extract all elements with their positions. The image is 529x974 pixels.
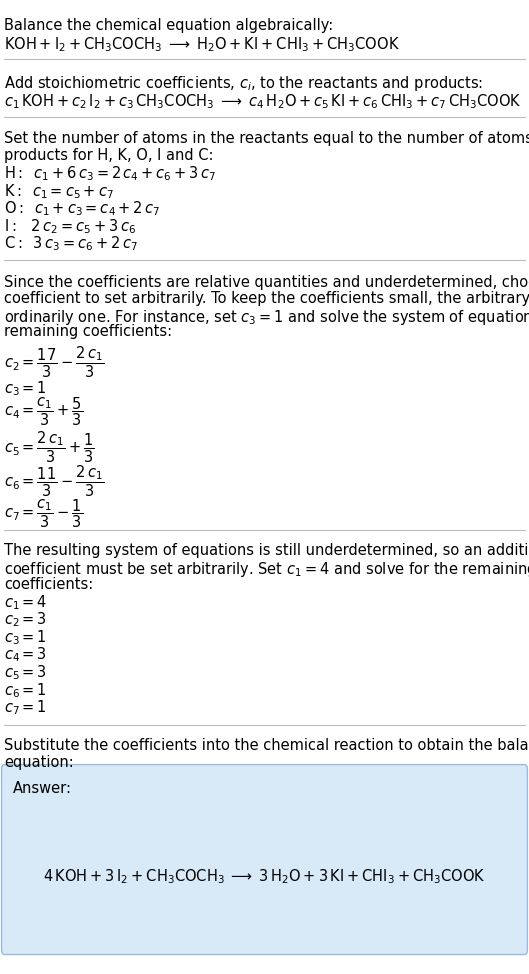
FancyBboxPatch shape [2,765,527,955]
Text: Substitute the coefficients into the chemical reaction to obtain the balanced: Substitute the coefficients into the che… [4,738,529,753]
Text: ordinarily one. For instance, set $c_3 = 1$ and solve the system of equations fo: ordinarily one. For instance, set $c_3 =… [4,308,529,327]
Text: Set the number of atoms in the reactants equal to the number of atoms in the: Set the number of atoms in the reactants… [4,131,529,146]
Text: $c_2 = 3$: $c_2 = 3$ [4,611,47,629]
Text: Since the coefficients are relative quantities and underdetermined, choose a: Since the coefficients are relative quan… [4,275,529,289]
Text: $c_7 = \dfrac{c_1}{3} - \dfrac{1}{3}$: $c_7 = \dfrac{c_1}{3} - \dfrac{1}{3}$ [4,498,83,530]
Text: $\mathrm{C:\;\;} 3\,c_3 = c_6 + 2\,c_7$: $\mathrm{C:\;\;} 3\,c_3 = c_6 + 2\,c_7$ [4,235,138,253]
Text: $c_1\,\mathrm{KOH} + c_2\,\mathrm{I_2} + c_3\,\mathrm{CH_3COCH_3} \;\longrightar: $c_1\,\mathrm{KOH} + c_2\,\mathrm{I_2} +… [4,93,522,111]
Text: Add stoichiometric coefficients, $c_i$, to the reactants and products:: Add stoichiometric coefficients, $c_i$, … [4,74,484,94]
Text: $c_7 = 1$: $c_7 = 1$ [4,698,47,717]
Text: coefficient to set arbitrarily. To keep the coefficients small, the arbitrary va: coefficient to set arbitrarily. To keep … [4,291,529,306]
Text: $\mathrm{H:\;\;} c_1 + 6\,c_3 = 2\,c_4 + c_6 + 3\,c_7$: $\mathrm{H:\;\;} c_1 + 6\,c_3 = 2\,c_4 +… [4,165,216,183]
Text: $c_6 = 1$: $c_6 = 1$ [4,681,47,699]
Text: $c_6 = \dfrac{11}{3} - \dfrac{2\,c_1}{3}$: $c_6 = \dfrac{11}{3} - \dfrac{2\,c_1}{3}… [4,464,104,499]
Text: $c_3 = 1$: $c_3 = 1$ [4,628,47,647]
Text: coefficients:: coefficients: [4,577,94,591]
Text: $c_4 = \dfrac{c_1}{3} + \dfrac{5}{3}$: $c_4 = \dfrac{c_1}{3} + \dfrac{5}{3}$ [4,395,83,428]
Text: $\mathrm{K:\;\;} c_1 = c_5 + c_7$: $\mathrm{K:\;\;} c_1 = c_5 + c_7$ [4,182,114,201]
Text: $c_4 = 3$: $c_4 = 3$ [4,646,47,664]
Text: $c_5 = 3$: $c_5 = 3$ [4,663,47,682]
Text: coefficient must be set arbitrarily. Set $c_1 = 4$ and solve for the remaining: coefficient must be set arbitrarily. Set… [4,560,529,580]
Text: equation:: equation: [4,755,74,769]
Text: $c_2 = \dfrac{17}{3} - \dfrac{2\,c_1}{3}$: $c_2 = \dfrac{17}{3} - \dfrac{2\,c_1}{3}… [4,345,104,380]
Text: $c_3 = 1$: $c_3 = 1$ [4,379,47,397]
Text: $c_5 = \dfrac{2\,c_1}{3} + \dfrac{1}{3}$: $c_5 = \dfrac{2\,c_1}{3} + \dfrac{1}{3}$ [4,430,95,465]
Text: products for H, K, O, I and C:: products for H, K, O, I and C: [4,148,214,163]
Text: The resulting system of equations is still underdetermined, so an additional: The resulting system of equations is sti… [4,543,529,558]
Text: $4\,\mathrm{KOH} + 3\,\mathrm{I_2} + \mathrm{CH_3COCH_3} \;\longrightarrow\; 3\,: $4\,\mathrm{KOH} + 3\,\mathrm{I_2} + \ma… [43,867,486,885]
Text: $\mathrm{KOH + I_2 + CH_3COCH_3 \;\longrightarrow\; H_2O + KI + CHI_3 + CH_3COOK: $\mathrm{KOH + I_2 + CH_3COCH_3 \;\longr… [4,35,400,54]
Text: $\mathrm{O:\;\;} c_1 + c_3 = c_4 + 2\,c_7$: $\mathrm{O:\;\;} c_1 + c_3 = c_4 + 2\,c_… [4,200,160,218]
Text: Balance the chemical equation algebraically:: Balance the chemical equation algebraica… [4,18,333,32]
Text: Answer:: Answer: [13,781,72,796]
Text: $c_1 = 4$: $c_1 = 4$ [4,593,48,612]
Text: remaining coefficients:: remaining coefficients: [4,324,172,339]
Text: $\mathrm{I:\;\;\;} 2\,c_2 = c_5 + 3\,c_6$: $\mathrm{I:\;\;\;} 2\,c_2 = c_5 + 3\,c_6… [4,217,136,236]
